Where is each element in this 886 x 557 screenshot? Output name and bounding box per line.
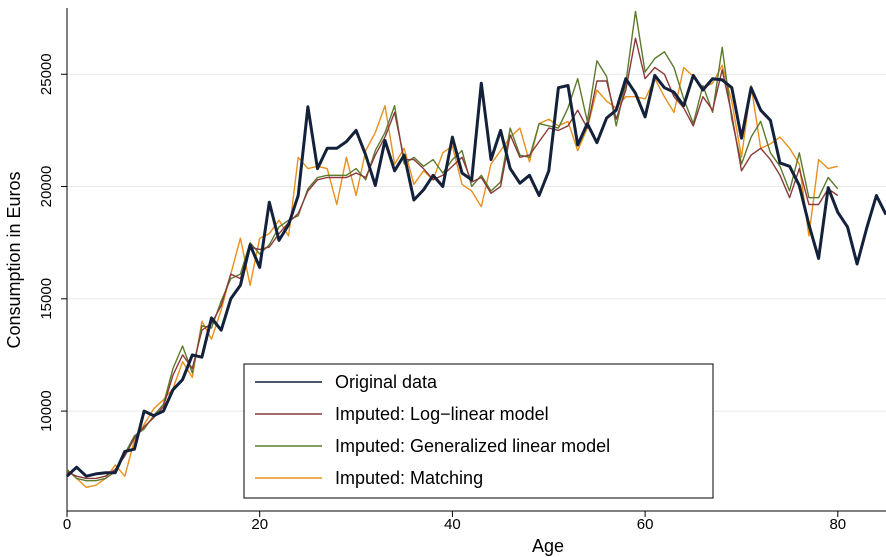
y-tick-label: 15000: [38, 278, 55, 320]
legend-label: Imputed: Log−linear model: [335, 404, 549, 424]
series-line: [65, 73, 886, 478]
x-tick-label: 60: [637, 516, 654, 533]
legend-label: Imputed: Matching: [335, 468, 483, 488]
x-tick-label: 40: [444, 516, 461, 533]
y-axis-label: Consumption in Euros: [4, 171, 24, 348]
y-tick-label: 20000: [38, 166, 55, 208]
x-axis-label: Age: [532, 536, 564, 556]
y-tick-label: 10000: [38, 390, 55, 432]
legend-label: Original data: [335, 372, 438, 392]
x-tick-label: 80: [829, 516, 846, 533]
y-tick-label: 25000: [38, 53, 55, 95]
legend-box: [243, 363, 714, 499]
legend: Original data Imputed: Log−linear model Im…: [243, 363, 714, 499]
x-tick-label: 20: [251, 516, 268, 533]
x-tick-label: 0: [63, 516, 71, 533]
legend-label: Imputed: Generalized linear model: [335, 436, 610, 456]
